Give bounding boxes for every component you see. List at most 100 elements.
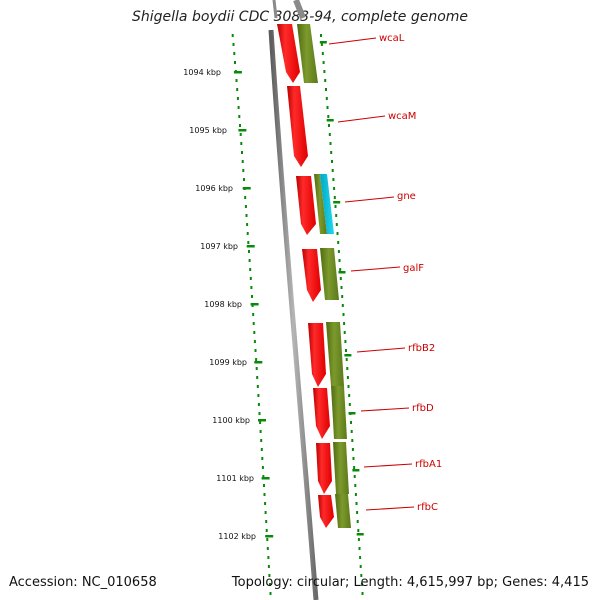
ruler-dot-right (346, 367, 349, 370)
ruler-dot-left (254, 349, 257, 352)
ruler-dot-right (351, 448, 354, 451)
ruler-dot-right (334, 205, 337, 208)
gene-label-wcaL[interactable]: wcaL (379, 33, 405, 44)
gene-arrow-galF[interactable] (302, 249, 321, 302)
gene-label-rfbB2[interactable]: rfbB2 (408, 343, 435, 354)
ruler-dot-right (330, 151, 333, 154)
gene-rfbB2[interactable] (308, 322, 344, 387)
accession-text: Accession: NC_010658 (9, 575, 157, 590)
gene-arrow-rfbA1[interactable] (316, 443, 332, 494)
ruler-dot-right (350, 421, 352, 424)
cog-band-rfbD (331, 386, 347, 439)
ruler-dot-right (340, 286, 343, 289)
gene-arrow-wcaL[interactable] (277, 24, 300, 83)
ruler-dot-right (352, 457, 355, 460)
ruler-dot-right (350, 430, 353, 433)
ruler-dot-left (262, 475, 265, 478)
gene-galF[interactable] (302, 248, 339, 302)
gene-arrow-rfbD[interactable] (313, 388, 330, 439)
ruler-dot-left (238, 115, 241, 118)
kbp-tick-labels: 1094 kbp 1095 kbp 1096 kbp 1097 kbp 1098… (183, 68, 256, 541)
ruler-dot-right (335, 214, 338, 217)
gene-wcaL[interactable] (277, 24, 318, 83)
gene-label-wcaM[interactable]: wcaM (388, 111, 416, 122)
ruler-dot-right (328, 133, 331, 136)
gene-label-galF[interactable]: galF (403, 263, 424, 274)
gene-wcaM[interactable] (287, 86, 308, 167)
cog-band-gne (314, 174, 327, 234)
ruler-dot-left (269, 583, 271, 586)
ruler-major-tick (254, 361, 263, 364)
leader-wcaM (337, 115, 386, 123)
ruler-dot-left (267, 565, 270, 568)
ruler-dot-left (255, 367, 258, 370)
ruler-major-tick (233, 71, 242, 74)
ruler-dot-right (355, 502, 358, 505)
ruler-dot-right (358, 547, 361, 550)
gene-rfbD[interactable] (313, 386, 347, 439)
leader-rfbD (360, 407, 410, 412)
ruler-dot-left (268, 574, 271, 577)
leader-rfbA1 (363, 463, 413, 468)
cog-band-wcaL (297, 24, 318, 83)
ruler-dot-left (233, 52, 236, 55)
cog-band-rfbC (335, 494, 351, 528)
ruler-dot-left (252, 313, 255, 316)
ruler-dot-right (357, 529, 360, 532)
gene-rfbC[interactable] (318, 494, 351, 528)
gene-arrow-wcaM[interactable] (287, 86, 308, 167)
ruler-dot-left (252, 322, 255, 325)
tick-label-1102: 1102 kbp (218, 532, 256, 541)
gene-label-rfbD[interactable]: rfbD (412, 403, 434, 414)
ruler-dot-left (248, 259, 251, 262)
ruler-dot-left (263, 493, 266, 496)
ruler-dot-right (354, 493, 357, 496)
ruler-minor-tick (338, 271, 346, 274)
gene-label-gne[interactable]: gne (397, 191, 416, 202)
ruler-dot-left (256, 376, 259, 379)
gene-arrow-rfbB2[interactable] (308, 323, 326, 387)
ruler-dot-right (357, 538, 360, 541)
ruler-dot-right (359, 556, 362, 559)
ruler-dot-left (232, 43, 235, 46)
ruler-dot-right (361, 592, 364, 595)
gene-gne[interactable] (296, 174, 334, 235)
gene-arrow-gne[interactable] (296, 176, 316, 235)
gene-arrow-rfbC[interactable] (318, 495, 334, 528)
ruler-dot-left (266, 538, 269, 541)
ruler-dot-right (344, 340, 347, 343)
ruler-dot-left (231, 34, 234, 37)
cog-band-galF (320, 248, 339, 300)
ruler-dot-right (327, 115, 330, 118)
ruler-dot-left (258, 412, 261, 415)
ruler-dot-right (348, 394, 351, 397)
ruler-dot-right (348, 403, 351, 406)
ruler-minor-tick (348, 412, 356, 415)
ruler-dot-right (320, 34, 322, 37)
ruler-major-tick (261, 477, 270, 480)
ruler-dot-right (345, 358, 348, 361)
ruler-dot-right (353, 475, 356, 478)
gene-rfbA1[interactable] (316, 442, 349, 494)
gene-leader-lines (328, 37, 415, 511)
ruler-dot-left (261, 466, 264, 469)
ruler-dot-right (324, 79, 327, 82)
ruler-dot-right (342, 313, 345, 316)
ruler-dot-left (250, 286, 253, 289)
leader-rfbC (365, 506, 415, 511)
ruler-dot-left (261, 457, 264, 460)
ruler-dot-left (236, 97, 239, 100)
ruler-dot-right (341, 304, 344, 307)
ruler-dot-left (251, 295, 253, 298)
ruler-dot-left (259, 421, 262, 424)
gene-label-rfbA1[interactable]: rfbA1 (415, 459, 442, 470)
ruler-dot-left (237, 106, 240, 109)
ruler-dot-right (336, 232, 339, 235)
ruler-dot-left (257, 394, 260, 397)
cog-band-rfbB2 (326, 322, 344, 386)
ruler-dot-left (264, 511, 267, 514)
ruler-dot-left (263, 484, 265, 487)
ruler-dot-left (243, 178, 245, 181)
gene-label-rfbC[interactable]: rfbC (417, 502, 438, 513)
